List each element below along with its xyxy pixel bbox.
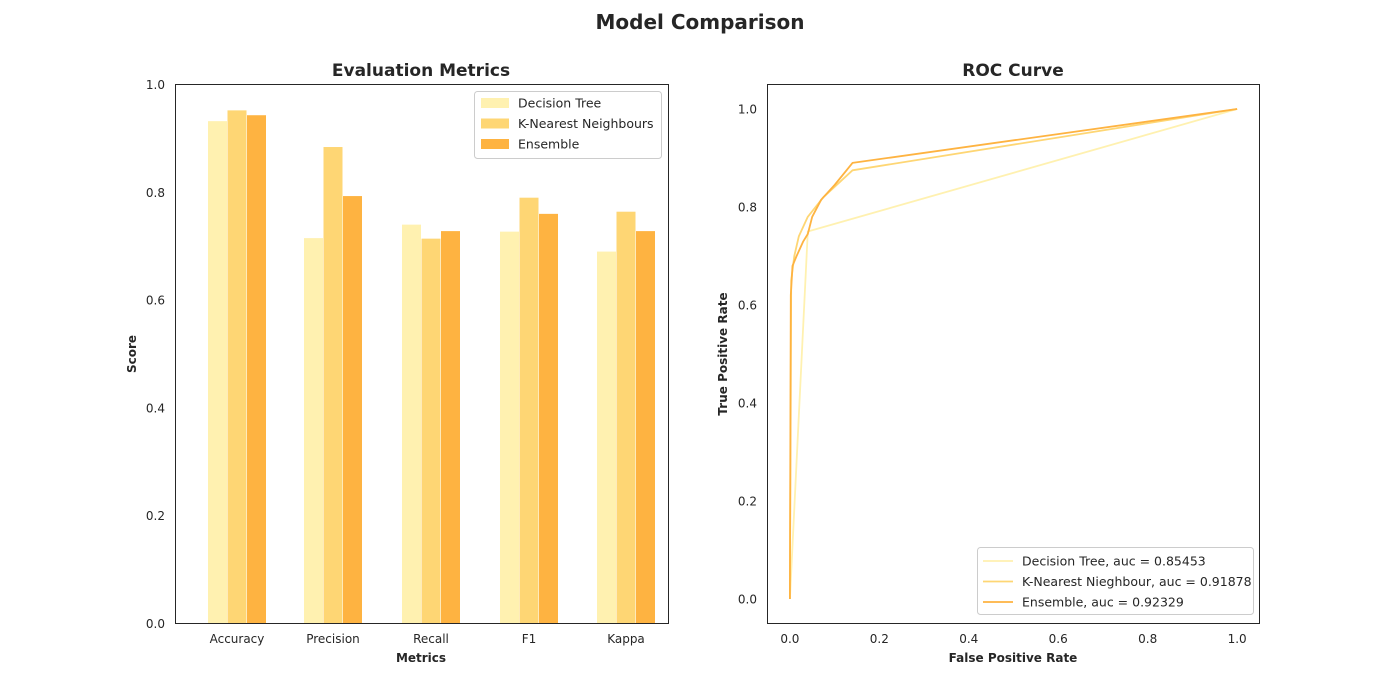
figure-title: Model Comparison: [595, 10, 804, 34]
bar-y-tick-label: 0.8: [146, 186, 165, 200]
bar-marks: [208, 110, 655, 624]
roc-legend-label-decision-tree: Decision Tree, auc = 0.85453: [1022, 554, 1206, 569]
legend-swatch-decision-tree: [481, 98, 509, 108]
roc-line-k-nearest-nieghbour: [789, 108, 1238, 600]
bar-ensemble-recall: [441, 231, 460, 624]
roc-line-ensemble: [789, 108, 1238, 600]
bar-decision-tree-accuracy: [208, 121, 227, 624]
bar-k-nearest-neighbours-precision: [323, 147, 343, 624]
bar-ensemble-precision: [343, 196, 362, 624]
bar-x-tick-label-precision: Precision: [306, 632, 360, 646]
roc-plot-frame: [767, 84, 1260, 624]
bar-y-tick-label: 0.0: [146, 617, 165, 631]
bar-y-axis-label: Score: [125, 335, 139, 373]
bar-k-nearest-neighbours-kappa: [616, 211, 636, 624]
bar-chart: Evaluation Metrics 0.0 0.2 0.4 0.6 0.8 1.0 Ac…: [125, 61, 669, 665]
roc-legend: Decision Tree, auc = 0.85453 K-Nearest N…: [977, 547, 1254, 615]
bar-k-nearest-neighbours-accuracy: [227, 110, 247, 624]
bar-decision-tree-precision: [304, 238, 323, 624]
bar-x-ticks: Accuracy Precision Recall F1 Kappa: [210, 632, 645, 646]
bar-chart-title: Evaluation Metrics: [332, 61, 510, 81]
bar-plot-frame: [175, 84, 669, 624]
roc-x-tick-label: 0.2: [870, 632, 889, 646]
roc-x-tick-label: 0.6: [1049, 632, 1068, 646]
bar-y-tick-label: 0.6: [146, 294, 165, 308]
bar-k-nearest-neighbours-f1: [519, 197, 539, 624]
roc-x-tick-label: 1.0: [1228, 632, 1247, 646]
roc-chart: ROC Curve 0.00.20.40.60.81.0 0.0 0.2 0.4 0.…: [716, 61, 1260, 665]
roc-y-tick-label: 0.4: [738, 397, 757, 411]
roc-chart-title: ROC Curve: [962, 61, 1064, 81]
bar-ensemble-kappa: [636, 231, 655, 624]
roc-x-axis-label: False Positive Rate: [949, 651, 1078, 665]
bar-x-tick-label-recall: Recall: [413, 632, 449, 646]
bar-decision-tree-kappa: [597, 251, 616, 624]
roc-y-tick-label: 0.6: [738, 299, 757, 313]
roc-x-ticks: 0.0 0.2 0.4 0.6 0.8 1.0: [780, 632, 1246, 646]
bar-y-tick-label: 0.4: [146, 401, 165, 415]
roc-line-decision-tree: [789, 108, 1238, 600]
bar-legend: Decision Tree K-Nearest Neighbours Ensem…: [474, 91, 662, 159]
bar-y-tick-label: 0.2: [146, 509, 165, 523]
roc-x-tick-label: 0.0: [780, 632, 799, 646]
roc-y-tick-label: 0.2: [738, 495, 757, 509]
legend-swatch-ensemble: [481, 139, 509, 149]
bar-y-ticks: 0.0 0.2 0.4 0.6 0.8 1.0: [146, 78, 165, 631]
roc-y-tick-label: 1.0: [738, 103, 757, 117]
roc-legend-box: [977, 547, 1254, 615]
bar-x-tick-label-kappa: Kappa: [607, 632, 645, 646]
roc-lines: [789, 108, 1238, 600]
legend-label-ensemble: Ensemble: [518, 137, 580, 152]
bar-y-tick-label: 1.0: [146, 78, 165, 92]
bar-ensemble-accuracy: [247, 115, 266, 624]
bar-k-nearest-neighbours-recall: [421, 238, 441, 624]
roc-x-tick-label: 0.8: [1138, 632, 1157, 646]
bar-ensemble-f1: [539, 213, 558, 624]
roc-y-ticks: 0.0 0.2 0.4 0.6 0.8 1.0: [738, 103, 757, 607]
bar-x-tick-label-accuracy: Accuracy: [210, 632, 265, 646]
legend-label-knn: K-Nearest Neighbours: [518, 116, 654, 131]
roc-y-tick-label: 0.0: [738, 593, 757, 607]
roc-y-tick-label: 0.8: [738, 201, 757, 215]
bar-decision-tree-recall: [402, 224, 421, 624]
roc-y-axis-label: True Positive Rate: [716, 292, 730, 415]
roc-legend-label-ensemble: Ensemble, auc = 0.92329: [1022, 595, 1184, 610]
bar-decision-tree-f1: [500, 231, 519, 624]
roc-legend-label-knn: K-Nearest Nieghbour, auc = 0.91878: [1022, 574, 1252, 589]
legend-label-decision-tree: Decision Tree: [518, 96, 602, 111]
legend-swatch-knn: [481, 118, 509, 129]
bar-x-axis-label: Metrics: [396, 651, 446, 665]
bar-legend-box: [474, 91, 662, 159]
bar-x-tick-label-f1: F1: [522, 632, 537, 646]
roc-x-tick-label: 0.4: [959, 632, 978, 646]
